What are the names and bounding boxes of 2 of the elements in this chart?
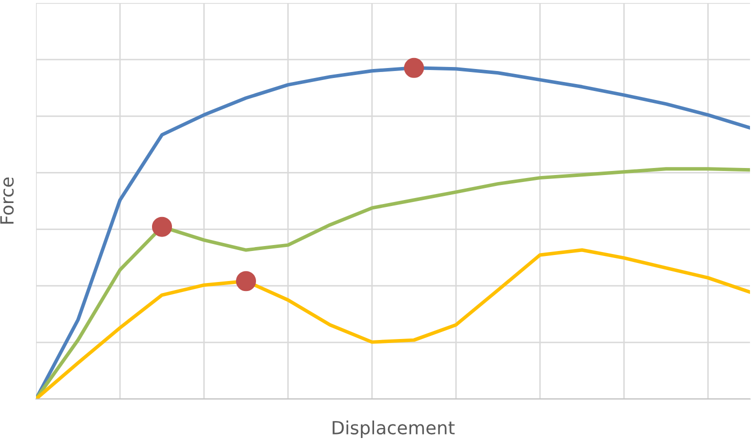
x-axis-title: Displacement	[332, 420, 455, 438]
y-axis-title: Force	[0, 178, 14, 224]
